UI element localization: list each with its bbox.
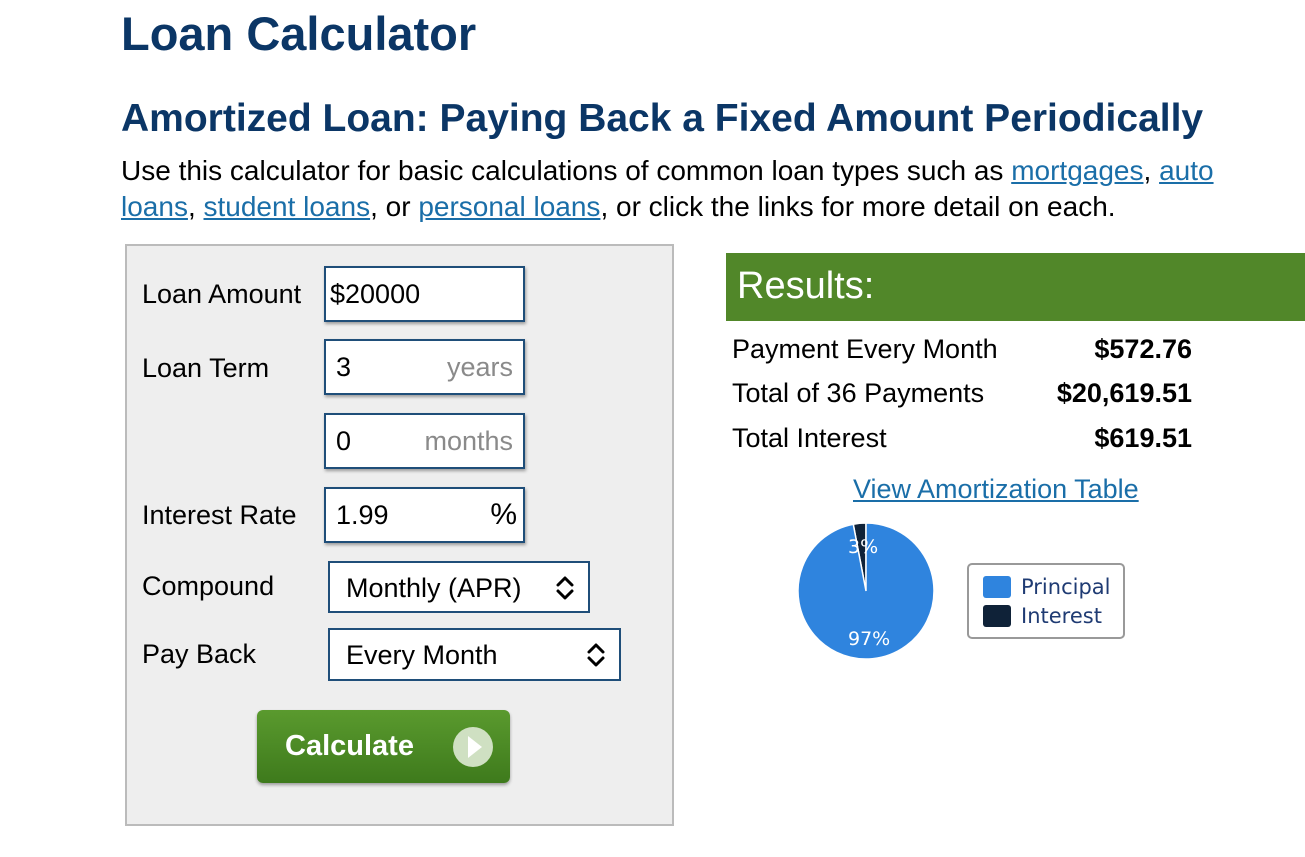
percent-unit: % [490,498,517,531]
loan-term-years-value: 3 [336,352,352,382]
results-header: Results: [726,253,1305,321]
years-unit: years [446,352,513,382]
pay-back-label: Pay Back [142,639,257,669]
section-heading: Amortized Loan: Paying Back a Fixed Amou… [121,97,1204,140]
loan-term-label: Loan Term [142,353,270,383]
link-auto-loans[interactable]: auto loans [121,155,1214,222]
loan-term-years-input[interactable]: 3 years [324,339,525,395]
result-label: Total of 36 Payments [732,378,985,408]
view-amortization-table-link[interactable]: View Amortization Table [853,474,1139,504]
pie-label-interest: 3% [848,536,879,558]
interest-rate-input[interactable]: 1.99 % [324,487,525,543]
up-down-chevron-icon [556,576,574,600]
calculate-label: Calculate [285,730,414,762]
link-mortgages[interactable]: mortgages [1011,155,1144,186]
pay-back-value: Every Month [346,640,498,670]
result-label: Payment Every Month [732,334,998,364]
result-value: $619.51 [1094,423,1192,453]
compound-label: Compound [142,571,275,601]
legend-swatch [983,576,1011,598]
link-student-loans[interactable]: student loans [203,191,371,222]
months-unit: months [424,426,513,456]
loan-term-months-input[interactable]: 0 months [324,413,525,469]
intro-paragraph: Use this calculator for basic calculatio… [121,153,1286,225]
legend-label: Interest [1021,604,1102,628]
up-down-chevron-icon [587,643,605,667]
result-value: $572.76 [1094,334,1192,364]
intro-text: Use this calculator for basic calculatio… [121,155,1012,186]
intro-separator: , or [370,191,419,222]
intro-separator: , [187,191,204,222]
pay-back-select[interactable]: Every Month [328,628,621,681]
loan-amount-value: $20000 [330,279,421,309]
loan-amount-input[interactable]: $20000 [324,266,525,322]
chart-legend: Principal Interest [967,563,1125,639]
loan-term-months-value: 0 [336,426,352,456]
intro-separator: , [1143,155,1160,186]
compound-value: Monthly (APR) [346,573,522,603]
payment-breakdown-pie-chart [797,522,935,660]
result-label: Total Interest [732,423,887,453]
play-arrow-icon [453,727,493,767]
legend-swatch [983,605,1011,627]
page-title: Loan Calculator [121,7,477,60]
interest-rate-label: Interest Rate [142,500,297,530]
intro-text-end: , or click the links for more detail on … [600,191,1116,222]
link-personal-loans[interactable]: personal loans [418,191,601,222]
loan-amount-label: Loan Amount [142,279,302,309]
compound-select[interactable]: Monthly (APR) [328,561,590,613]
legend-label: Principal [1021,575,1111,599]
calculate-button[interactable]: Calculate [257,710,510,783]
interest-rate-value: 1.99 [336,500,389,530]
pie-label-principal: 97% [848,628,891,650]
results-heading: Results: [737,265,875,307]
pie-slice-principal [797,522,935,660]
result-value: $20,619.51 [1056,378,1192,408]
